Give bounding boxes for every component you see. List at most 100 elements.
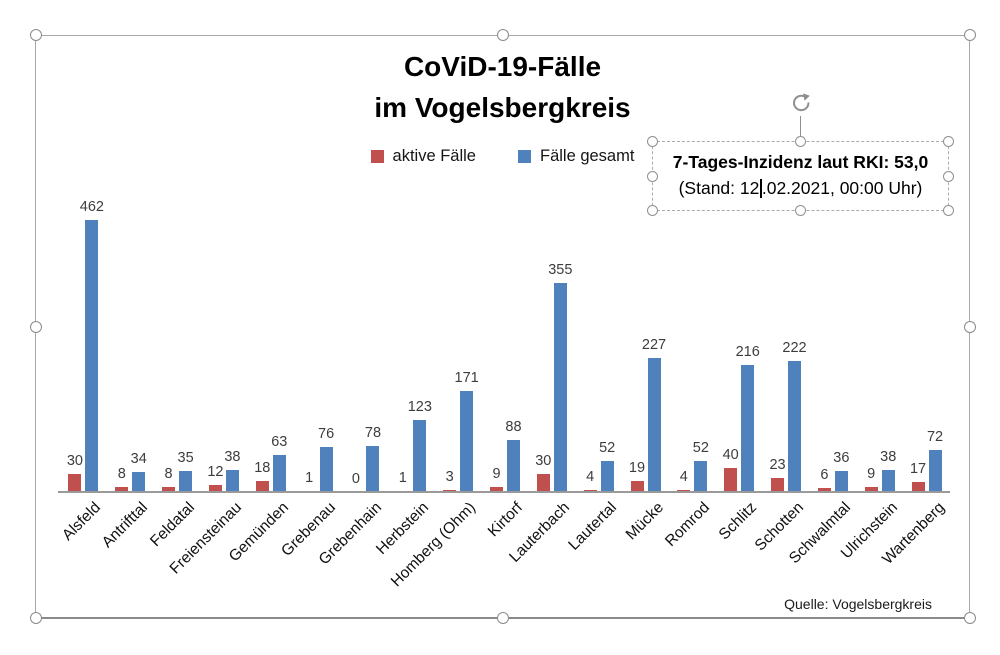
data-label: 78	[364, 425, 382, 441]
textbox-resize-handle-nw[interactable]	[647, 136, 658, 147]
data-label: 38	[224, 449, 241, 465]
bar-group-5: 1 76	[294, 200, 341, 492]
bar-gesamt-4[interactable]	[272, 455, 286, 492]
bar-aktive-12[interactable]	[630, 481, 644, 492]
legend-label-aktive-faelle: aktive Fälle	[392, 147, 476, 165]
chart-resize-handle-s[interactable]	[496, 612, 509, 624]
source-caption: Quelle: Vogelsbergkreis	[784, 596, 932, 612]
data-label: 30	[66, 453, 83, 469]
bar-gesamt-12[interactable]	[647, 358, 661, 492]
data-label: 30	[535, 453, 552, 469]
data-label: 52	[692, 440, 709, 456]
bar-gesamt-7[interactable]	[413, 420, 427, 492]
bar-aktive-17[interactable]	[864, 487, 878, 492]
data-label: 0	[351, 471, 360, 487]
bar-group-6: 0 78	[341, 200, 388, 492]
textbox-resize-handle-sw[interactable]	[647, 205, 658, 216]
chart-title-line2: im Vogelsbergkreis	[374, 92, 631, 123]
data-label: 4	[679, 469, 688, 485]
data-label: 38	[880, 449, 897, 465]
bar-gesamt-2[interactable]	[179, 471, 193, 492]
incidence-line2: (Stand: 12.02.2021, 00:00 Uhr)	[653, 175, 948, 201]
bar-gesamt-13[interactable]	[694, 461, 708, 492]
legend-item-aktive-faelle[interactable]: aktive Fälle	[370, 147, 476, 166]
bar-gesamt-0[interactable]	[85, 220, 99, 492]
bar-group-11: 4 52	[575, 200, 622, 492]
incidence-textbox[interactable]: 7-Tages-Inzidenz laut RKI: 53,0 (Stand: …	[647, 93, 954, 216]
chart-resize-handle-sw[interactable]	[30, 612, 42, 624]
incidence-line2-before: (Stand: 12	[678, 178, 760, 198]
bar-group-4: 18 63	[247, 200, 294, 492]
textbox-resize-handle-e[interactable]	[943, 170, 954, 182]
bar-gesamt-14[interactable]	[741, 365, 755, 492]
bar-gesamt-16[interactable]	[834, 471, 848, 492]
rotate-icon[interactable]	[790, 93, 812, 115]
data-label: 17	[909, 461, 927, 477]
plot-area: 30 462 8 34 8 35 12 38 18 63 1 76 0 78 1 123 3 171 9 88 30 35…	[60, 199, 950, 492]
data-label: 216	[735, 344, 760, 360]
bar-aktive-2[interactable]	[162, 487, 176, 492]
bar-aktive-18[interactable]	[911, 482, 925, 492]
bar-gesamt-1[interactable]	[132, 472, 146, 492]
textbox-resize-handle-ne[interactable]	[943, 136, 954, 147]
data-label: 4	[586, 469, 595, 485]
data-label: 36	[833, 450, 850, 466]
chart-resize-handle-ne[interactable]	[964, 29, 976, 41]
data-label: 72	[926, 429, 944, 445]
data-label: 222	[782, 340, 807, 356]
bar-group-8: 3 171	[435, 200, 482, 492]
data-label: 23	[769, 457, 786, 473]
chart-object-frame[interactable]	[30, 29, 976, 624]
bar-aktive-14[interactable]	[724, 468, 738, 492]
data-label: 462	[79, 199, 105, 215]
bar-aktive-16[interactable]	[817, 488, 831, 492]
bar-group-12: 19 227	[622, 200, 669, 492]
bar-aktive-3[interactable]	[208, 485, 222, 492]
data-label: 52	[599, 440, 616, 456]
textbox-resize-handle-w[interactable]	[647, 170, 658, 182]
bar-group-9: 9 88	[482, 200, 529, 492]
legend-item-faelle-gesamt[interactable]: Fälle gesamt	[517, 147, 634, 166]
chart-resize-handle-se[interactable]	[964, 612, 976, 624]
textbox-resize-handle-se[interactable]	[943, 205, 954, 216]
bar-gesamt-17[interactable]	[881, 470, 895, 492]
bar-aktive-9[interactable]	[489, 487, 503, 492]
incidence-line1: 7-Tages-Inzidenz laut RKI: 53,0	[672, 152, 929, 172]
bar-aktive-10[interactable]	[536, 474, 550, 492]
bar-gesamt-3[interactable]	[225, 470, 239, 492]
bar-gesamt-15[interactable]	[788, 361, 802, 492]
data-label: 88	[505, 419, 522, 435]
bar-gesamt-9[interactable]	[506, 440, 520, 492]
bar-group-14: 40 216	[716, 200, 763, 492]
chart-resize-handle-w[interactable]	[30, 320, 42, 333]
textbox-resize-handle-s[interactable]	[795, 205, 806, 216]
bar-gesamt-8[interactable]	[460, 391, 474, 492]
textbox-resize-handle-n[interactable]	[795, 136, 806, 147]
bar-group-3: 12 38	[201, 200, 248, 492]
bar-group-0: 30 462	[60, 199, 107, 492]
bar-gesamt-5[interactable]	[319, 447, 333, 492]
data-label: 8	[164, 466, 173, 482]
bar-aktive-0[interactable]	[68, 474, 82, 492]
data-label: 9	[492, 466, 501, 482]
bar-gesamt-10[interactable]	[553, 283, 567, 492]
bar-group-2: 8 35	[154, 200, 201, 492]
chart-resize-handle-n[interactable]	[496, 29, 509, 41]
bar-aktive-1[interactable]	[115, 487, 129, 492]
data-label: 171	[454, 370, 479, 386]
data-label: 63	[271, 434, 288, 450]
bar-gesamt-6[interactable]	[366, 446, 380, 492]
bar-group-17: 9 38	[856, 200, 903, 492]
bar-aktive-4[interactable]	[255, 481, 269, 492]
bar-gesamt-18[interactable]	[928, 450, 942, 492]
chart-resize-handle-e[interactable]	[964, 320, 976, 333]
chart-legend: aktive Fälle Fälle gesamt	[35, 147, 970, 166]
bar-gesamt-11[interactable]	[600, 461, 614, 492]
chart-resize-handle-nw[interactable]	[30, 29, 42, 41]
bar-aktive-15[interactable]	[771, 478, 785, 492]
bar-group-18: 17 72	[903, 200, 950, 492]
bar-group-1: 8 34	[107, 200, 154, 492]
data-label: 227	[641, 337, 667, 353]
chart-title: CoViD-19-Fälle im Vogelsbergkreis	[35, 46, 970, 128]
